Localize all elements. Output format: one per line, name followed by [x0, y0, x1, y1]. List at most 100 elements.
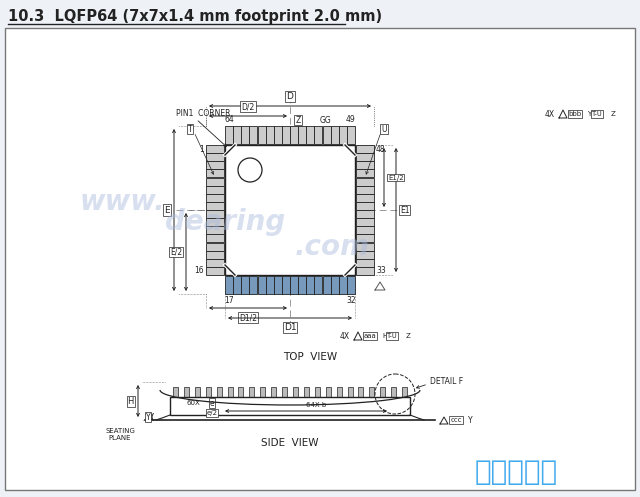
Bar — [184, 387, 189, 397]
Text: .com: .com — [295, 233, 370, 261]
Text: H: H — [127, 397, 134, 406]
Bar — [206, 202, 224, 210]
Bar — [314, 126, 323, 144]
Bar — [227, 387, 232, 397]
Bar — [206, 145, 224, 153]
Bar — [266, 126, 274, 144]
Text: www.: www. — [80, 188, 166, 216]
Bar — [216, 387, 221, 397]
Text: Y: Y — [468, 415, 472, 424]
Bar — [206, 267, 224, 275]
Bar — [331, 126, 339, 144]
Text: e: e — [210, 399, 214, 408]
Bar — [356, 210, 374, 218]
Bar — [250, 126, 257, 144]
Bar — [356, 162, 374, 169]
Bar — [356, 226, 374, 234]
Bar — [290, 276, 298, 294]
Bar — [307, 276, 314, 294]
Text: 48: 48 — [376, 145, 386, 154]
Bar — [356, 250, 374, 258]
Text: Y: Y — [587, 111, 591, 117]
Text: TOP  VIEW: TOP VIEW — [283, 352, 337, 362]
Text: e/2: e/2 — [207, 410, 218, 416]
Bar — [282, 126, 290, 144]
Text: PIN1  CORNER: PIN1 CORNER — [176, 108, 230, 117]
Text: D/2: D/2 — [241, 102, 255, 111]
Bar — [307, 126, 314, 144]
Bar — [304, 387, 309, 397]
Bar — [356, 259, 374, 267]
Bar — [274, 126, 282, 144]
Bar — [206, 259, 224, 267]
Bar — [206, 153, 224, 161]
Text: T: T — [188, 125, 192, 134]
Text: E1: E1 — [400, 205, 410, 215]
Bar — [293, 387, 298, 397]
Bar — [356, 153, 374, 161]
Bar — [274, 276, 282, 294]
Text: bbb: bbb — [568, 111, 582, 117]
Bar — [356, 194, 374, 202]
Text: Y: Y — [146, 413, 150, 421]
Text: dearing: dearing — [165, 208, 285, 236]
Text: 17: 17 — [224, 296, 234, 305]
Text: 64X b: 64X b — [306, 402, 326, 408]
Bar — [356, 235, 374, 243]
Bar — [257, 126, 266, 144]
Text: E/2: E/2 — [170, 248, 182, 256]
Text: aaa: aaa — [364, 333, 376, 339]
Text: Z: Z — [611, 111, 616, 117]
Bar — [206, 210, 224, 218]
Bar — [260, 387, 265, 397]
Bar — [206, 243, 224, 250]
Bar — [323, 276, 331, 294]
Bar — [225, 145, 355, 275]
Bar — [402, 387, 407, 397]
Text: 10.3  LQFP64 (7x7x1.4 mm footprint 2.0 mm): 10.3 LQFP64 (7x7x1.4 mm footprint 2.0 mm… — [8, 8, 382, 23]
Bar — [356, 186, 374, 194]
Bar — [356, 267, 374, 275]
Bar — [290, 126, 298, 144]
Bar — [271, 387, 276, 397]
Circle shape — [238, 158, 262, 182]
Bar — [266, 276, 274, 294]
Text: D1: D1 — [284, 323, 296, 332]
Text: 49: 49 — [346, 115, 356, 124]
Bar — [358, 387, 364, 397]
Text: Z: Z — [406, 333, 411, 339]
Bar — [173, 387, 178, 397]
Bar — [241, 276, 250, 294]
Bar — [380, 387, 385, 397]
Bar — [206, 218, 224, 226]
Bar — [206, 194, 224, 202]
Text: 32: 32 — [346, 296, 356, 305]
Bar — [225, 276, 233, 294]
Text: 64: 64 — [224, 115, 234, 124]
Text: Z: Z — [296, 115, 301, 125]
Bar — [206, 250, 224, 258]
Text: T-U: T-U — [591, 111, 602, 117]
Bar — [356, 145, 374, 153]
Bar — [205, 387, 211, 397]
Bar — [250, 276, 257, 294]
Bar — [257, 276, 266, 294]
Bar — [233, 126, 241, 144]
Bar — [298, 126, 306, 144]
Bar — [337, 387, 342, 397]
Bar — [331, 276, 339, 294]
Text: 16: 16 — [195, 266, 204, 275]
Bar — [356, 243, 374, 250]
Bar — [195, 387, 200, 397]
Bar — [206, 162, 224, 169]
Text: ccc: ccc — [450, 417, 462, 423]
Bar — [356, 218, 374, 226]
Bar — [315, 387, 320, 397]
Bar — [239, 387, 243, 397]
Bar — [206, 235, 224, 243]
Text: SEATING
PLANE: SEATING PLANE — [105, 428, 135, 441]
Bar — [356, 177, 374, 185]
Text: DETAIL F: DETAIL F — [430, 377, 463, 386]
Bar — [356, 202, 374, 210]
Bar — [298, 276, 306, 294]
